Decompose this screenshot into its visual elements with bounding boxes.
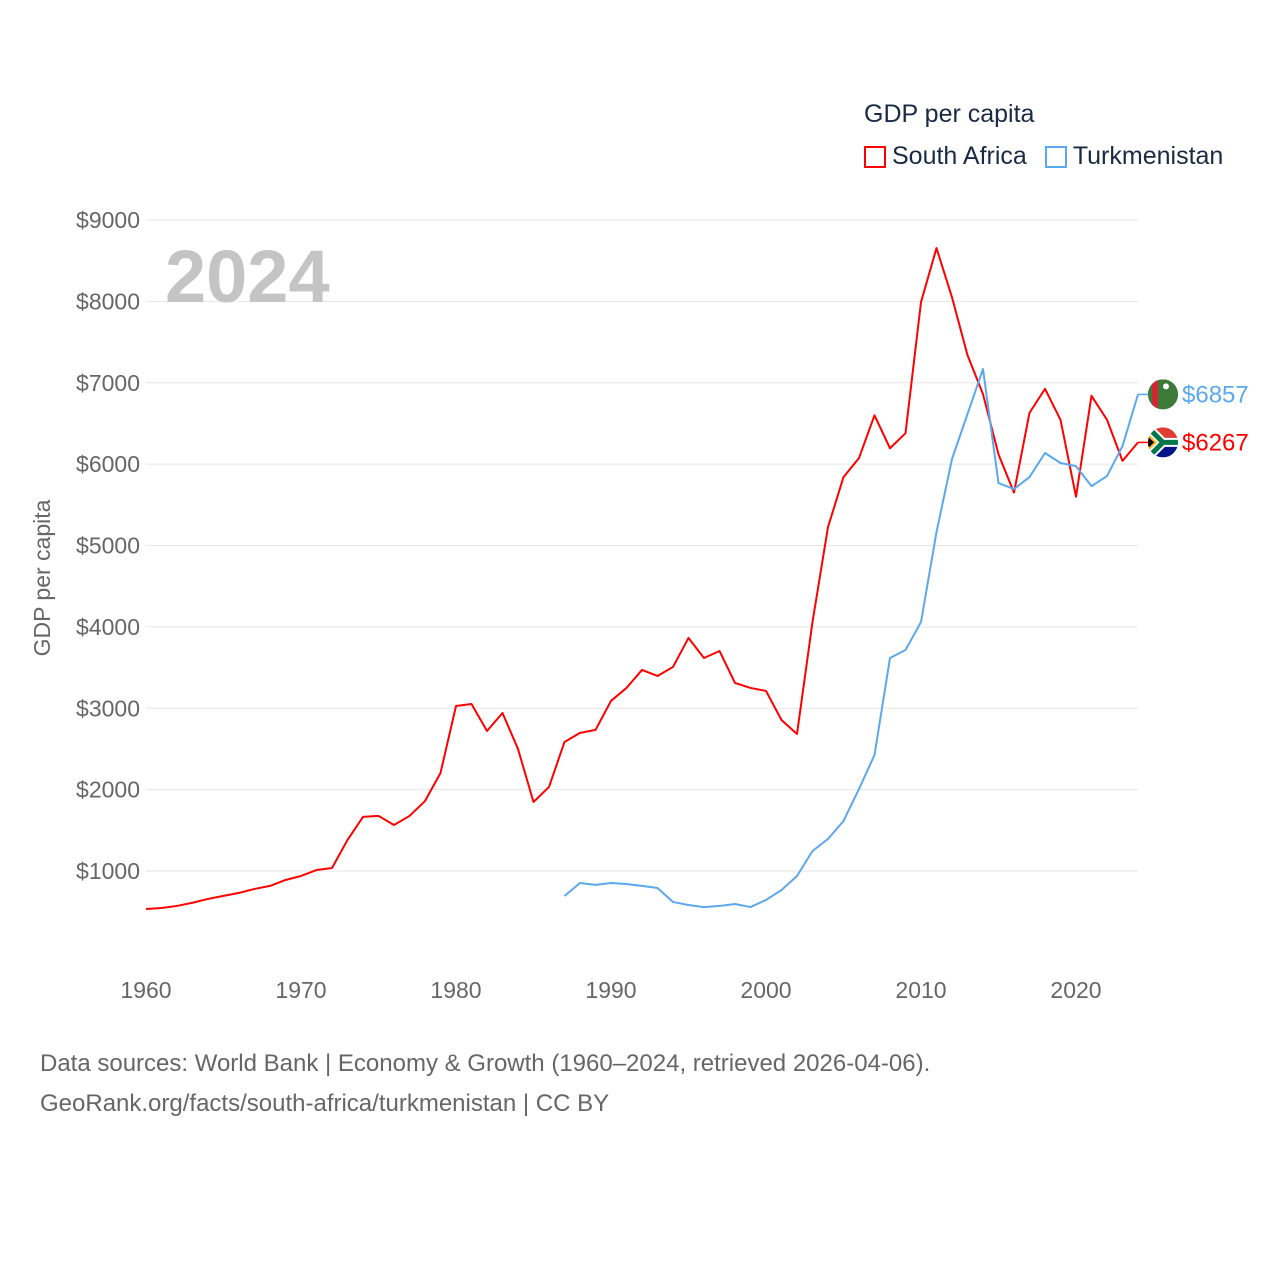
x-axis-ticks: 1960 1970 1980 1990 2000 2010 2020 <box>120 977 1101 1003</box>
y-axis-ticks: $1000 $2000 $3000 $4000 $5000 $6000 $7000 $8000… <box>76 207 140 884</box>
legend-label: South Africa <box>892 142 1027 170</box>
series-lines <box>145 247 1139 911</box>
x-tick-label: 1960 <box>120 977 171 1003</box>
y-tick-label: $8000 <box>76 288 140 314</box>
end-value-label: $6267 <box>1182 429 1249 456</box>
data-source-note: Data sources: World Bank | Economy & Gro… <box>40 1050 931 1077</box>
legend-title: GDP per capita <box>864 100 1035 128</box>
legend-item-south-africa[interactable]: South Africa <box>864 142 1027 171</box>
x-tick-label: 1990 <box>585 977 636 1003</box>
legend: South Africa Turkmenistan <box>864 142 1223 171</box>
x-tick-label: 2020 <box>1050 977 1101 1003</box>
year-watermark: 2024 <box>165 235 330 318</box>
end-value-label: $6857 <box>1182 381 1249 408</box>
series-line-turkmenistan <box>563 368 1139 909</box>
y-axis-title: GDP per capita <box>29 499 55 656</box>
y-tick-label: $5000 <box>76 533 140 559</box>
legend-swatch <box>864 145 886 168</box>
y-tick-label: $9000 <box>76 207 140 233</box>
x-tick-label: 1970 <box>275 977 326 1003</box>
x-tick-label: 2010 <box>895 977 946 1003</box>
source-link[interactable]: GeoRank.org/facts/south-africa/turkmenis… <box>40 1090 610 1117</box>
y-tick-label: $4000 <box>76 614 140 640</box>
legend-swatch <box>1044 145 1067 168</box>
y-tick-label: $7000 <box>76 370 140 396</box>
legend-item-turkmenistan[interactable]: Turkmenistan <box>1044 142 1224 171</box>
grid <box>146 219 1138 872</box>
footer: Data sources: World Bank | Economy & Gro… <box>40 1044 930 1124</box>
y-tick-label: $6000 <box>76 451 140 477</box>
legend-label: Turkmenistan <box>1072 142 1224 170</box>
series-end-labels: $6267 $6857 <box>1138 379 1249 458</box>
y-tick-label: $3000 <box>76 695 140 721</box>
y-tick-label: $2000 <box>76 777 140 803</box>
y-tick-label: $1000 <box>76 858 140 884</box>
x-tick-label: 2000 <box>740 977 791 1003</box>
turkmenistan-flag-icon <box>1148 379 1178 410</box>
series-line-south-africa <box>145 247 1139 911</box>
south-africa-flag-icon <box>1148 427 1178 458</box>
x-tick-label: 1980 <box>430 977 481 1003</box>
